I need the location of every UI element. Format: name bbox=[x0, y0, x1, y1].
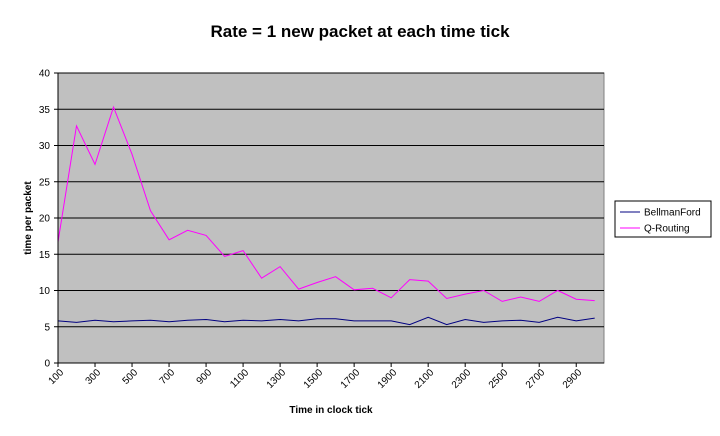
gridlines bbox=[58, 72, 604, 328]
x-axis-ticks: 100 300 500 700 900 1100 1300 1500 1700 1900 2100 2… bbox=[47, 363, 585, 391]
legend-box bbox=[614, 200, 712, 238]
y-axis-label: time per packet bbox=[23, 181, 34, 255]
y-tick-label: 5 bbox=[44, 322, 50, 333]
y-tick-label: 40 bbox=[39, 69, 51, 80]
y-tick-label: 0 bbox=[44, 359, 50, 370]
y-tick-label: 20 bbox=[39, 214, 51, 225]
y-axis-ticks: 0 5 10 15 20 25 30 35 40 bbox=[39, 69, 58, 370]
x-axis-label: Time in clock tick bbox=[289, 405, 373, 416]
y-tick-label: 15 bbox=[39, 250, 51, 261]
x-tick-label: 2500 bbox=[487, 367, 511, 391]
x-tick-label: 700 bbox=[158, 367, 178, 387]
series-line-bellmanford bbox=[57, 316, 595, 326]
x-tick-label: 2700 bbox=[524, 367, 548, 391]
x-tick-label: 300 bbox=[84, 367, 104, 387]
legend-entry-label: BellmanFord bbox=[644, 208, 701, 219]
x-tick-label: 1500 bbox=[302, 367, 326, 391]
x-tick-label: 500 bbox=[121, 367, 141, 387]
x-tick-label: 2900 bbox=[561, 367, 585, 391]
x-tick-label: 1900 bbox=[376, 367, 400, 391]
series-line-q-routing bbox=[57, 105, 595, 302]
legend: BellmanFord Q-Routing bbox=[614, 200, 712, 238]
y-tick-label: 35 bbox=[39, 105, 51, 116]
y-tick-label: 25 bbox=[39, 177, 51, 188]
chart-title: Rate = 1 new packet at each time tick bbox=[210, 22, 510, 41]
x-tick-label: 1300 bbox=[265, 367, 289, 391]
y-tick-label: 10 bbox=[39, 286, 51, 297]
legend-entry-label: Q-Routing bbox=[644, 224, 690, 235]
x-tick-label: 1100 bbox=[228, 367, 251, 390]
x-tick-label: 900 bbox=[195, 367, 215, 387]
x-tick-label: 2300 bbox=[450, 367, 474, 391]
x-tick-label: 100 bbox=[47, 367, 67, 387]
x-tick-label: 1700 bbox=[339, 367, 363, 391]
x-tick-label: 2100 bbox=[413, 367, 437, 391]
series-lines bbox=[57, 105, 595, 326]
y-tick-label: 30 bbox=[39, 141, 51, 152]
